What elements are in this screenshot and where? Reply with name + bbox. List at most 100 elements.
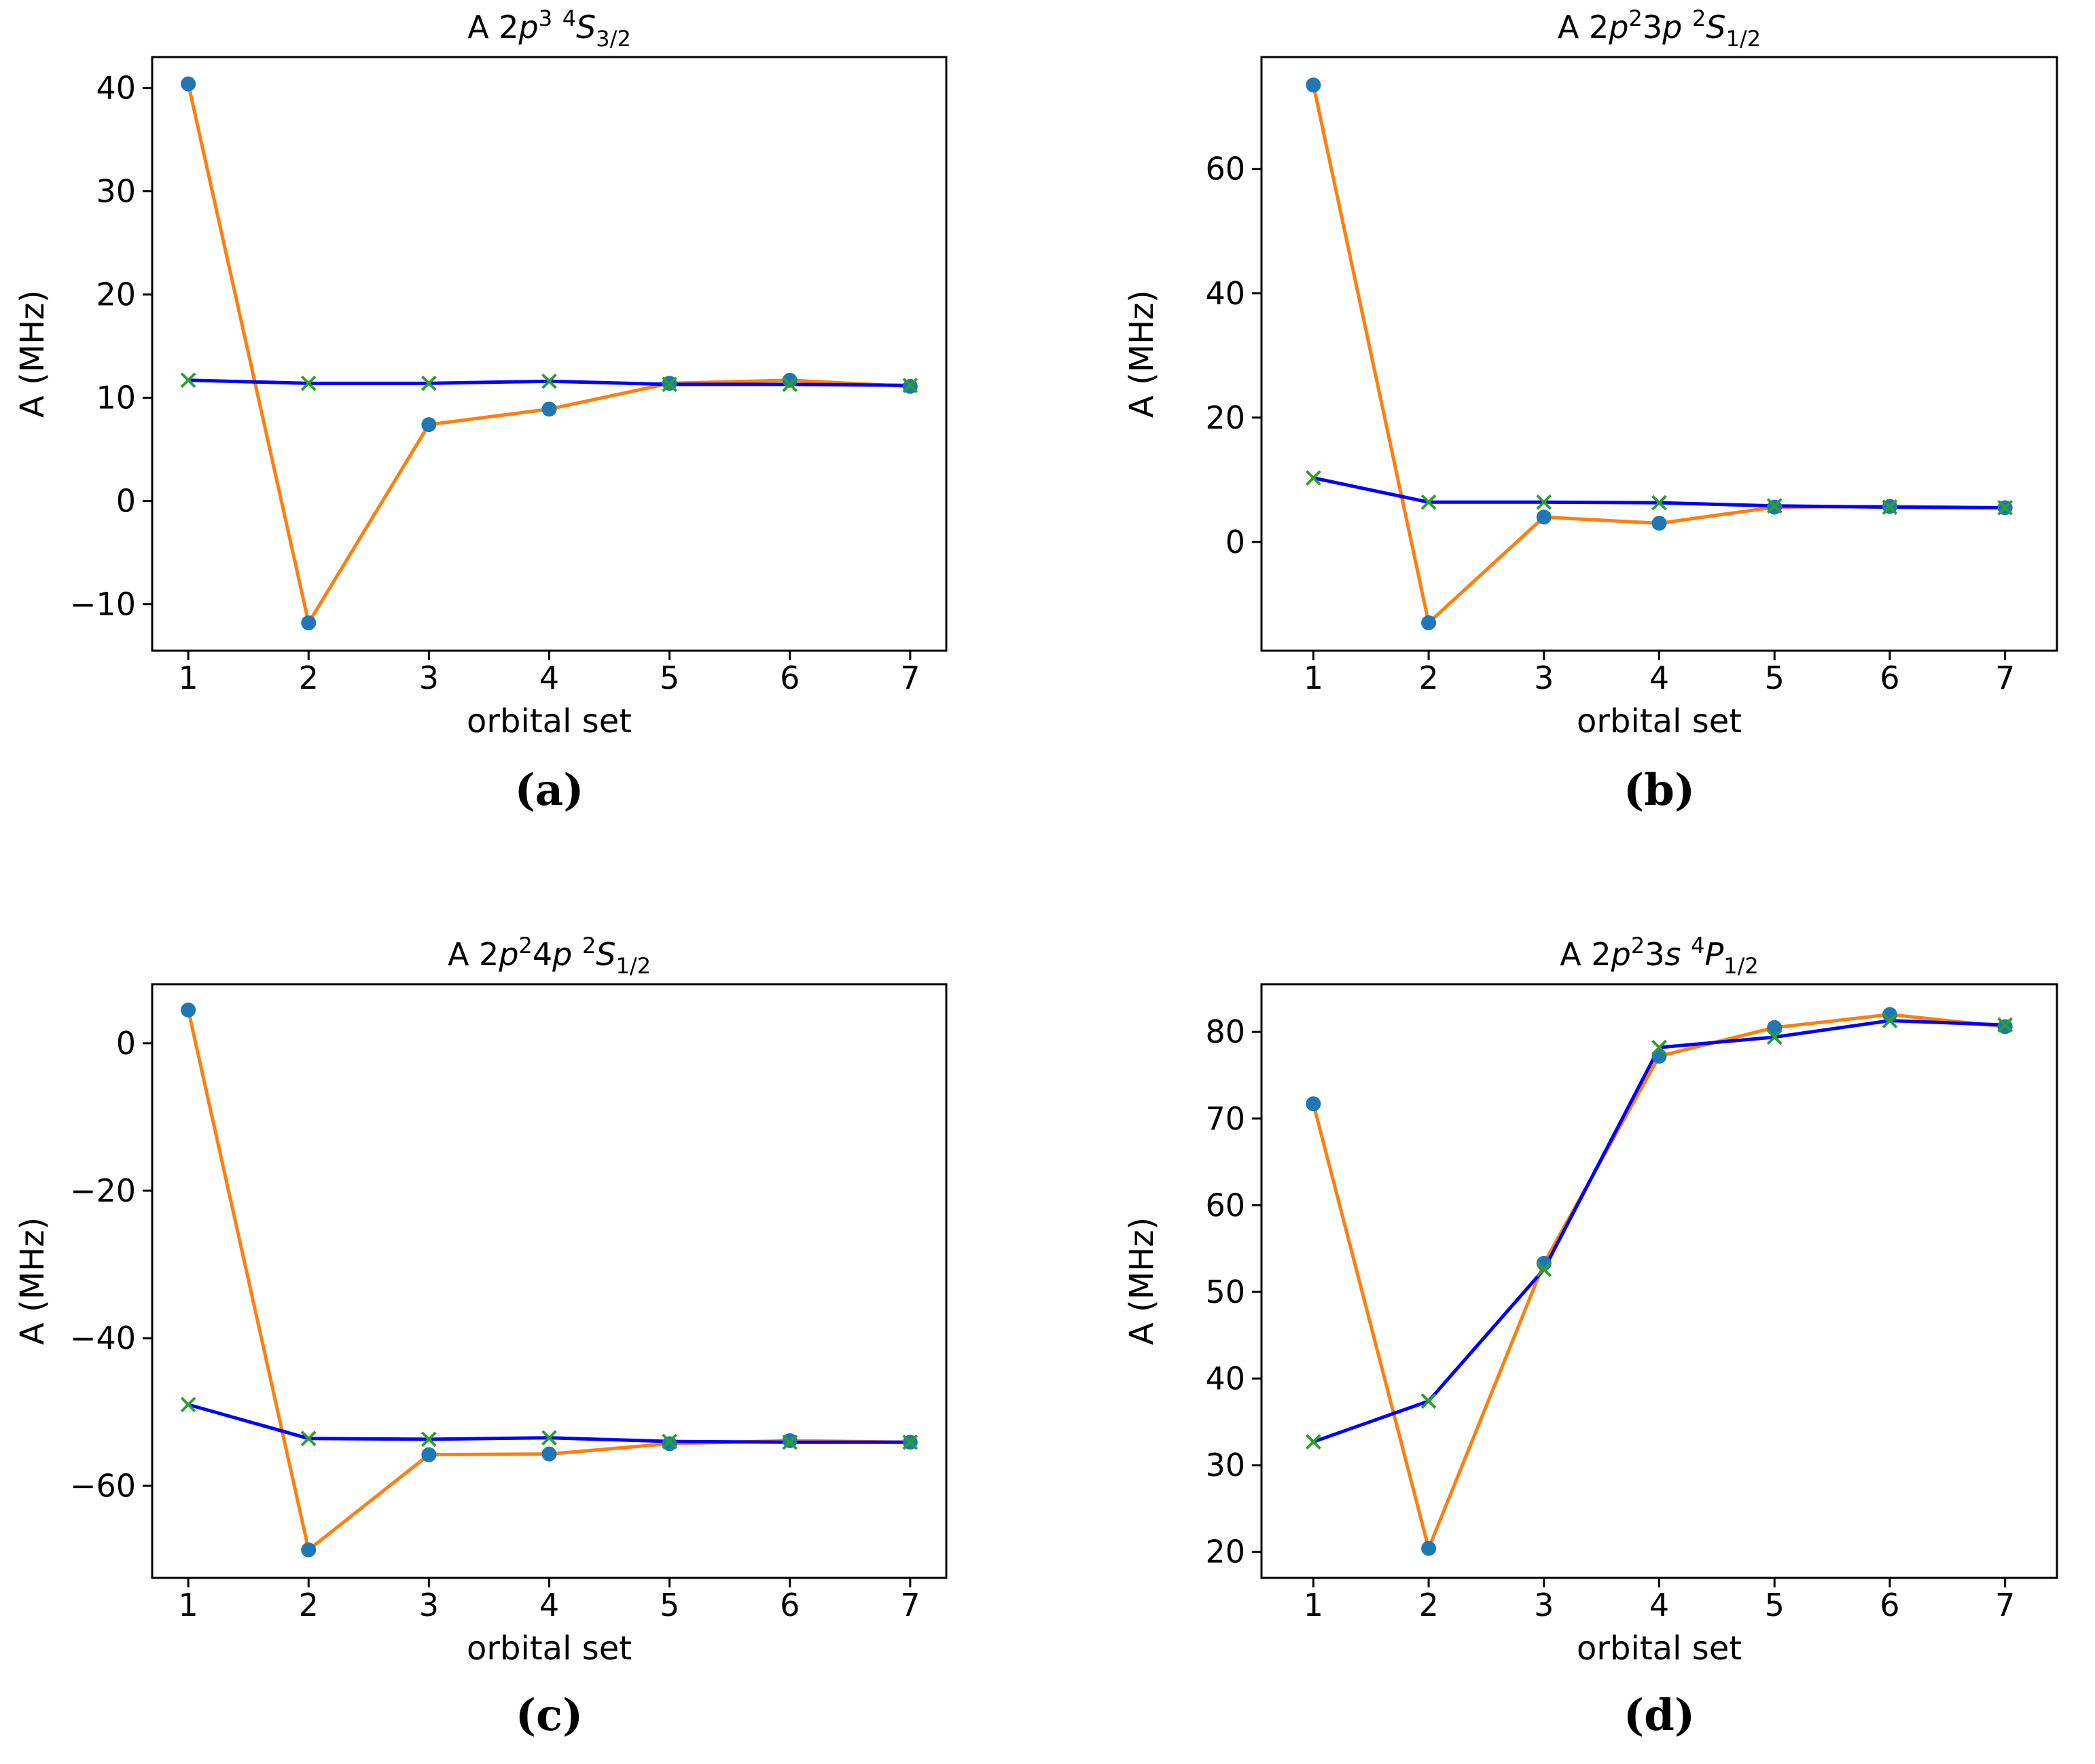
chart-2-x-tick-label: 2	[1418, 660, 1438, 696]
chart-2-series-2-point	[1420, 494, 1437, 510]
chart-2-axes-frame	[1260, 56, 2058, 652]
chart-1-x-tick-label: 3	[419, 660, 439, 696]
chart-3-series-2-point	[902, 1434, 918, 1450]
chart-1-x-axis-label: orbital set	[467, 702, 632, 740]
chart-1-series-1-point	[301, 615, 317, 630]
chart-1-series-2-marker-stroke	[180, 372, 196, 389]
chart-1-series-2-marker-stroke	[420, 375, 437, 391]
chart-1-series-2-marker-stroke	[662, 376, 678, 393]
chart-3-x-tick-label: 6	[780, 1587, 800, 1623]
chart-3-axes-frame	[151, 983, 948, 1579]
chart-4-series-2-marker-stroke	[1882, 1013, 1898, 1029]
chart-3-series-2-point	[420, 1431, 437, 1447]
chart-2-series-2-marker-stroke	[1997, 500, 2013, 516]
chart-2-x-tick-label: 3	[1534, 660, 1554, 696]
chart-3-series-2-point	[541, 1430, 557, 1446]
chart-4-y-tick-label: 70	[1205, 1100, 1245, 1137]
chart-4-series-2-marker-stroke	[1651, 1039, 1667, 1056]
chart-1-x-tick-label: 2	[299, 660, 319, 696]
chart-3-y-tick-label: 0	[116, 1025, 136, 1062]
chart-panel-4: 1 2 3 4 5 6 7 20 30 40 50 60 70 80 orbital set A (MHz) A…	[1123, 933, 2058, 1741]
chart-3-series-1-line	[186, 1009, 910, 1552]
chart-2-y-tick-label: 40	[1205, 275, 1245, 312]
chart-1-x-tick-label: 7	[900, 660, 920, 696]
chart-4-series-1-point	[1421, 1541, 1437, 1556]
chart-1-y-tick-label: 30	[96, 173, 136, 210]
chart-1-series-2-marker-stroke	[782, 376, 798, 393]
chart-2-x-tick-label: 7	[1995, 660, 2015, 696]
chart-1-series-1-line	[186, 83, 910, 625]
chart-3-series-2-marker-stroke	[180, 1397, 196, 1413]
chart-4-axes-frame	[1260, 983, 2058, 1579]
chart-4-series-1-point	[1306, 1096, 1321, 1112]
chart-4-series-1-line	[1311, 1013, 2005, 1551]
chart-3-series-2-marker-stroke	[662, 1433, 678, 1450]
chart-4-x-tick-label: 6	[1880, 1587, 1899, 1623]
chart-4-series-2-marker-stroke	[1420, 1393, 1437, 1409]
chart-4-series-2-point	[1420, 1393, 1437, 1409]
chart-1-axes-frame	[151, 56, 948, 652]
chart-4-x-tick-label: 1	[1304, 1587, 1323, 1623]
chart-1-series-1-point	[541, 401, 557, 417]
chart-1-y-tick-label: 20	[96, 276, 136, 313]
chart-2-y-axis-label: A (MHz)	[1123, 290, 1161, 418]
chart-1-series-2-point	[180, 372, 196, 389]
chart-2-y-tick-label: 0	[1225, 524, 1245, 560]
chart-4-x-tick-label: 4	[1649, 1587, 1669, 1623]
chart-2-series-1-line	[1311, 84, 2005, 625]
chart-1-y-tick-label: 40	[96, 70, 136, 107]
chart-4-panel-label: (d)	[1624, 1690, 1695, 1741]
chart-2-series-2-marker-stroke	[1536, 494, 1552, 510]
chart-1-y-tick-label: 10	[96, 380, 136, 416]
chart-2-series-2-marker-stroke	[1651, 494, 1667, 511]
chart-4-series-2-point	[1651, 1039, 1667, 1056]
chart-4-x-tick-label: 2	[1418, 1587, 1438, 1623]
chart-4-y-tick-label: 30	[1205, 1447, 1245, 1483]
chart-1-series-2-marker-stroke	[300, 375, 317, 391]
chart-3-series-2-marker-stroke	[782, 1434, 798, 1450]
chart-2-series-2-marker-stroke	[1420, 494, 1437, 510]
chart-2-series-2-point	[1651, 494, 1667, 511]
chart-3-series-2-marker-stroke	[300, 1430, 317, 1447]
chart-2-y-tick-label: 20	[1205, 399, 1245, 436]
chart-1-x-tick-label: 5	[660, 660, 679, 696]
chart-3-series-2-point	[180, 1397, 196, 1413]
chart-4-series-2-point	[1766, 1029, 1783, 1045]
chart-2-series-2-point	[1536, 494, 1552, 510]
chart-4-series-2-line	[1312, 1019, 2005, 1444]
chart-2-series-2-point	[1305, 470, 1321, 486]
chart-3-series-1-point	[301, 1542, 317, 1558]
chart-2-x-tick-label: 1	[1304, 660, 1323, 696]
chart-1-series-2-marker-stroke	[902, 377, 918, 393]
chart-2-panel-label: (b)	[1624, 765, 1695, 816]
chart-1-series-2-point	[662, 376, 678, 393]
chart-1-series-2-point	[782, 376, 798, 393]
chart-panel-3: 1 2 3 4 5 6 7 −60 −40 −20 0 orbital set A (MHz) A 2p2…	[14, 933, 948, 1741]
chart-4-y-tick-label: 50	[1205, 1274, 1245, 1310]
chart-3-y-axis-label: A (MHz)	[14, 1217, 52, 1345]
chart-4-series-1-point	[1767, 1020, 1783, 1035]
chart-4-y-tick-label: 60	[1205, 1187, 1245, 1223]
chart-panel-2: 1 2 3 4 5 6 7 0 20 40 60 orbital set A (MHz) A 2p23p …	[1123, 5, 2058, 816]
chart-3-series-1-point	[181, 1003, 196, 1018]
chart-4-series-2-point	[1536, 1261, 1552, 1278]
chart-4-series-2-marker-stroke	[1997, 1017, 2013, 1033]
chart-1-x-tick-label: 4	[539, 660, 559, 696]
chart-4-title: A 2p23s 4P1/2	[1560, 933, 1758, 979]
chart-1-series-2-point	[420, 375, 437, 391]
chart-3-x-tick-label: 4	[539, 1587, 559, 1623]
chart-4-series-2-marker-stroke	[1536, 1261, 1552, 1278]
chart-2-x-tick-label: 6	[1880, 660, 1899, 696]
chart-2-x-tick-label: 4	[1649, 660, 1669, 696]
chart-3-series-1-point	[421, 1447, 437, 1462]
chart-3-series-2-marker-stroke	[902, 1434, 918, 1450]
chart-4-x-tick-label: 5	[1765, 1587, 1785, 1623]
chart-3-series-1-point	[541, 1446, 557, 1462]
chart-4-y-axis-label: A (MHz)	[1123, 1217, 1161, 1345]
chart-4-series-2-point	[1997, 1017, 2013, 1033]
chart-4-y-tick-label: 40	[1205, 1361, 1245, 1397]
chart-2-series-2-marker-stroke	[1305, 470, 1321, 486]
chart-1-y-tick-label: −10	[70, 586, 136, 623]
chart-3-panel-label: (c)	[516, 1690, 584, 1741]
